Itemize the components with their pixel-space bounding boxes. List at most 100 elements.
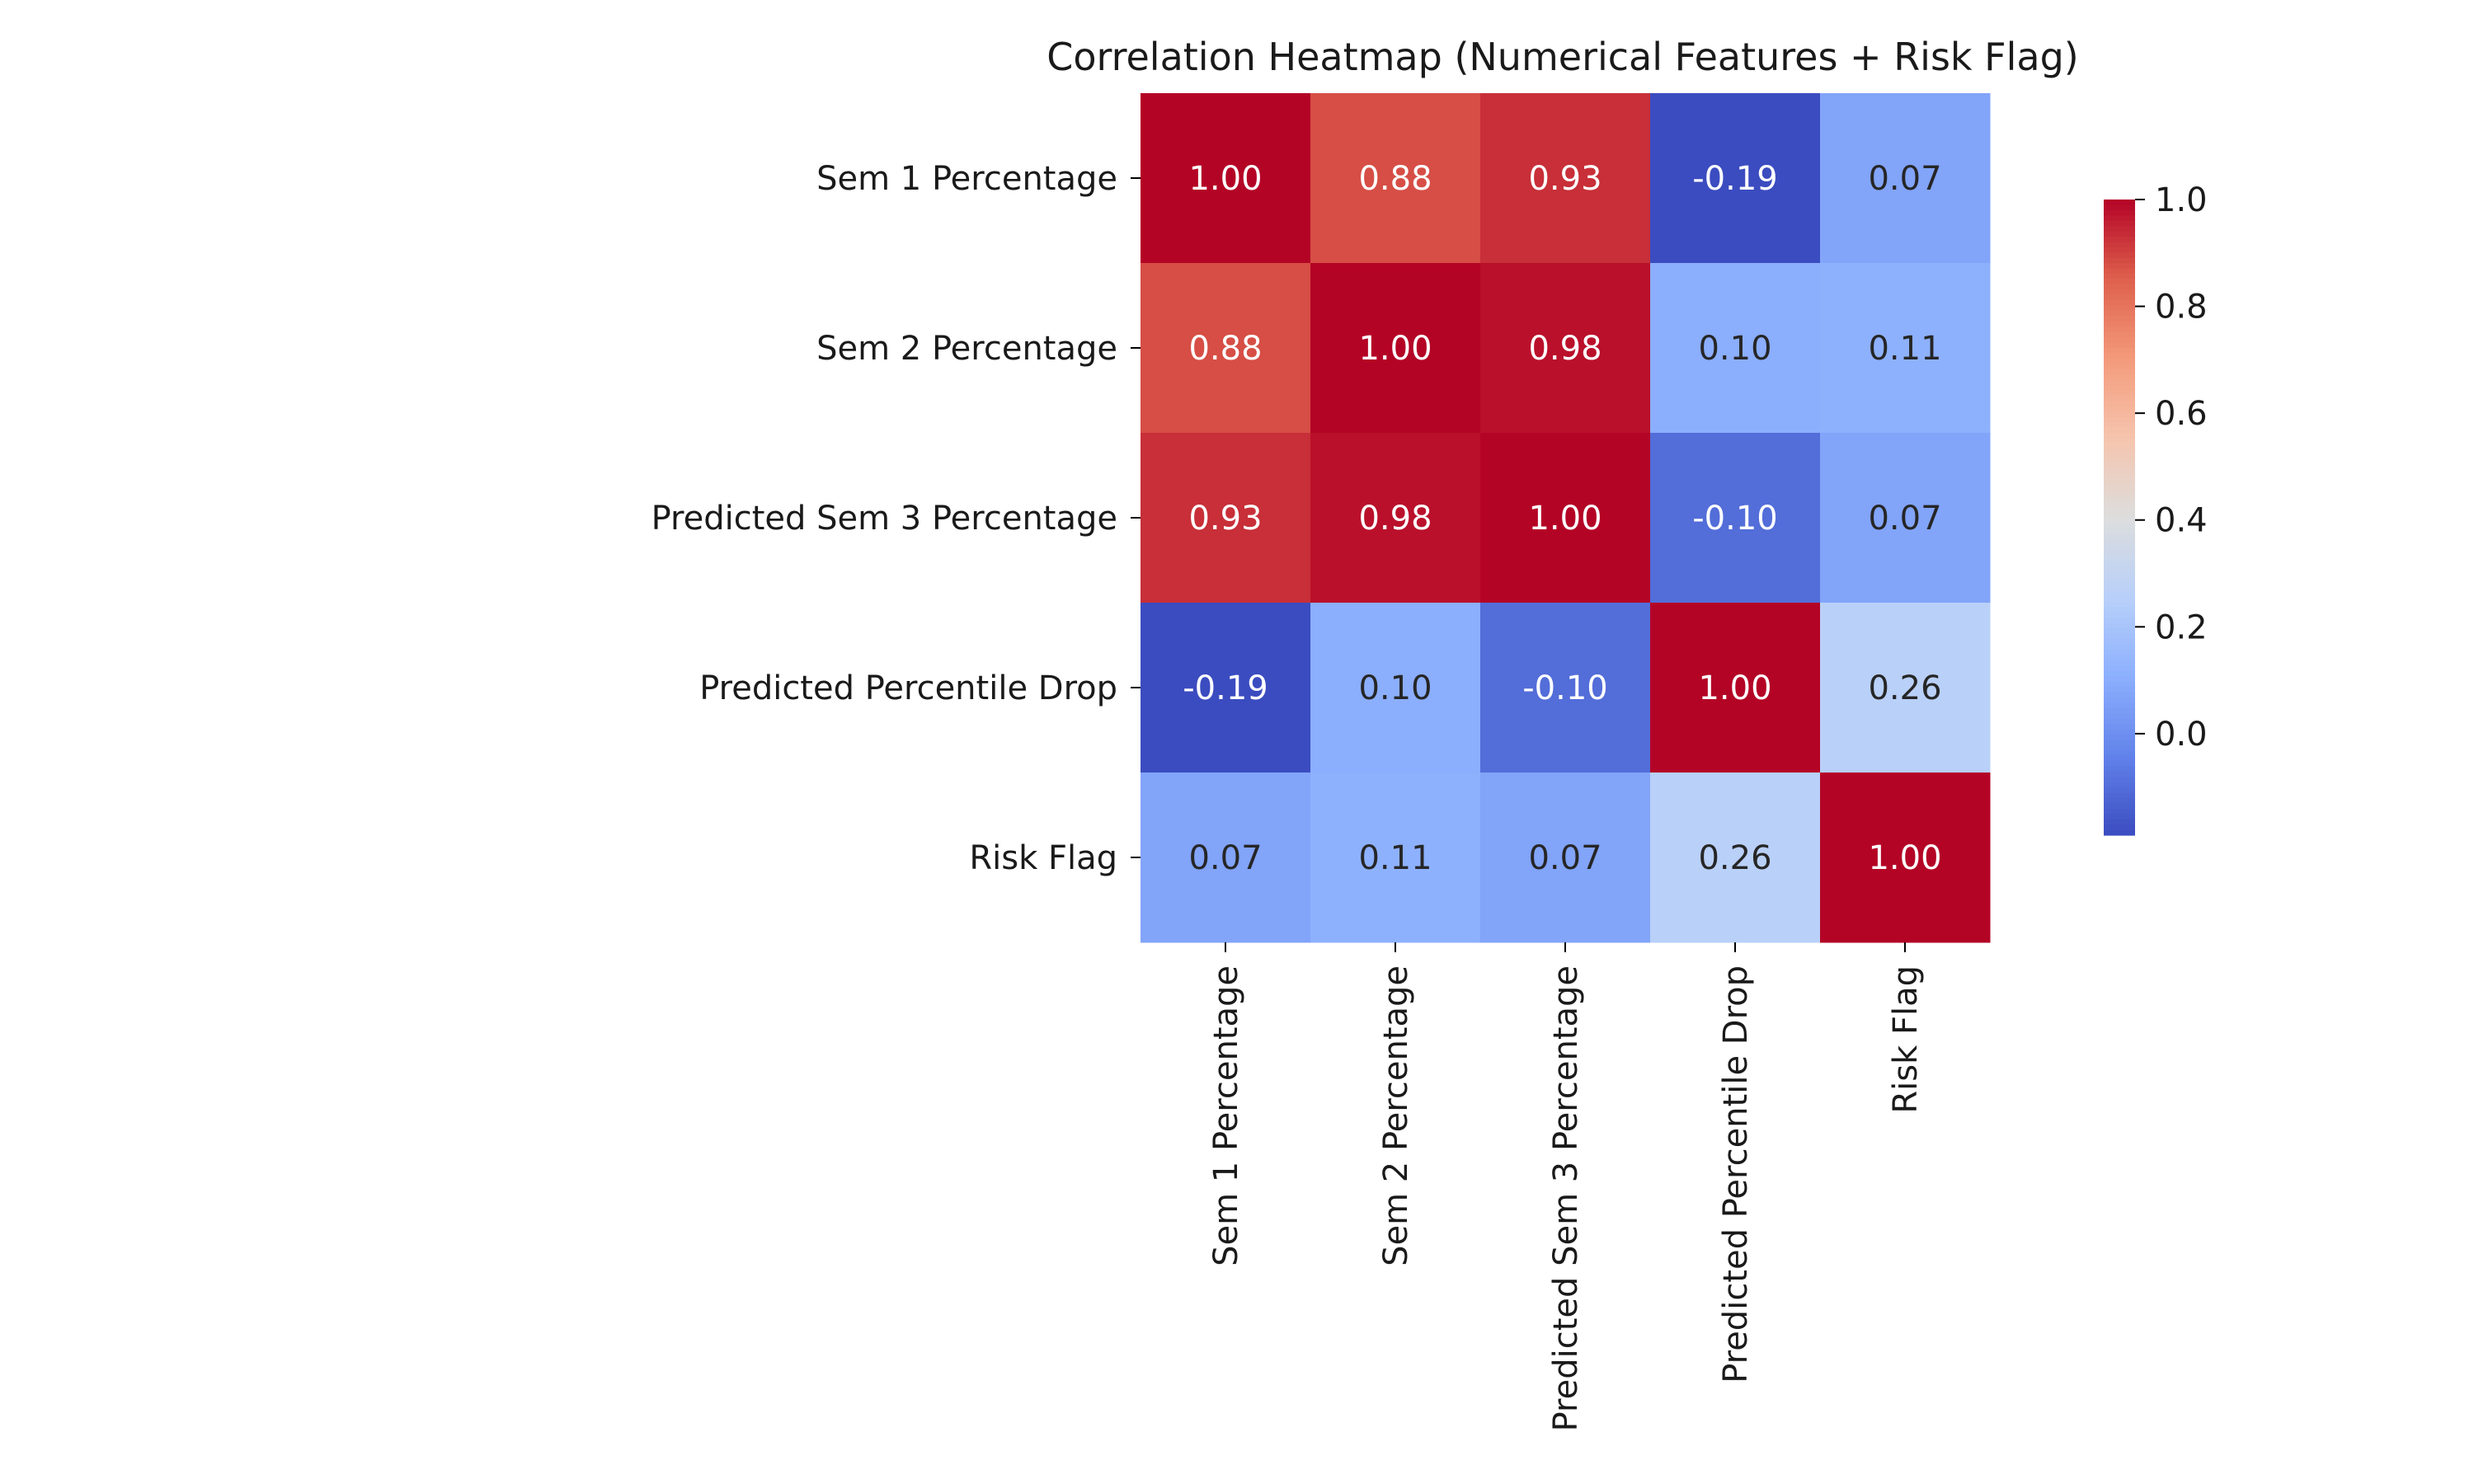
colorbar-segment bbox=[2104, 596, 2135, 603]
colorbar-segment bbox=[2104, 443, 2135, 449]
colorbar-segment bbox=[2104, 697, 2135, 703]
cell-value-label: -0.10 bbox=[1522, 669, 1608, 707]
colorbar-segment bbox=[2104, 491, 2135, 497]
colorbar-segment bbox=[2104, 438, 2135, 444]
colorbar-segment bbox=[2104, 782, 2135, 788]
cell-value-label: 0.11 bbox=[1358, 839, 1432, 877]
heatmap-cell bbox=[1310, 263, 1481, 434]
cell-value-label: 1.00 bbox=[1188, 160, 1262, 198]
colorbar-segment bbox=[2104, 814, 2135, 820]
colorbar-segment bbox=[2104, 575, 2135, 582]
colorbar-segment bbox=[2104, 369, 2135, 375]
colorbar-segment bbox=[2104, 607, 2135, 613]
cell-value-label: 0.07 bbox=[1528, 839, 1602, 877]
colorbar-segment bbox=[2104, 613, 2135, 619]
colorbar-segment bbox=[2104, 777, 2135, 783]
cell-value-label: 0.07 bbox=[1868, 160, 1941, 198]
heatmap-cell bbox=[1820, 773, 1991, 943]
colorbar-segment bbox=[2104, 464, 2135, 471]
cell-value-label: 1.00 bbox=[1358, 330, 1432, 368]
colorbar-segment bbox=[2104, 586, 2135, 593]
colorbar-segment bbox=[2104, 331, 2135, 338]
heatmap-cell bbox=[1480, 93, 1651, 264]
colorbar-segment bbox=[2104, 650, 2135, 656]
cell-value-label: 0.07 bbox=[1188, 839, 1262, 877]
colorbar-segment bbox=[2104, 744, 2135, 751]
colorbar-segment bbox=[2104, 263, 2135, 270]
colorbar-segment bbox=[2104, 670, 2135, 677]
colorbar-segment bbox=[2104, 819, 2135, 825]
colorbar-segment bbox=[2104, 268, 2135, 275]
cell-value-label: 0.26 bbox=[1698, 839, 1771, 877]
colorbar-segment bbox=[2104, 707, 2135, 714]
colorbar-segment bbox=[2104, 729, 2135, 735]
row-tick-label: Predicted Percentile Drop bbox=[699, 669, 1117, 707]
colorbar-segment bbox=[2104, 416, 2135, 423]
cell-value-label: 0.98 bbox=[1358, 500, 1432, 538]
cell-value-label: 0.88 bbox=[1358, 160, 1432, 198]
colorbar-segment bbox=[2104, 766, 2135, 773]
colorbar-tick-label: 0.6 bbox=[2155, 395, 2208, 433]
colorbar-segment bbox=[2104, 321, 2135, 327]
cell-value-label: 0.93 bbox=[1188, 500, 1262, 538]
colorbar-segment bbox=[2104, 289, 2135, 296]
heatmap-cell bbox=[1650, 93, 1821, 264]
cell-value-label: 0.93 bbox=[1528, 160, 1602, 198]
row-tick-labels: Sem 1 Percentage Sem 2 Percentage Predicte… bbox=[651, 160, 1141, 877]
heatmap-cell bbox=[1650, 433, 1821, 603]
colorbar-segment bbox=[2104, 326, 2135, 333]
colorbar-segment bbox=[2104, 406, 2135, 412]
heatmap-cell bbox=[1820, 263, 1991, 434]
heatmap-cell bbox=[1480, 603, 1651, 773]
colorbar-tick-label: 0.8 bbox=[2155, 289, 2208, 326]
heatmap-cell bbox=[1141, 433, 1311, 603]
colorbar-segment bbox=[2104, 829, 2135, 836]
colorbar-segment bbox=[2104, 761, 2135, 768]
colorbar-segment bbox=[2104, 358, 2135, 364]
heatmap-cell bbox=[1141, 773, 1311, 943]
colorbar-segment bbox=[2104, 374, 2135, 381]
heatmap-cell bbox=[1480, 433, 1651, 603]
heatmap-cell bbox=[1141, 263, 1311, 434]
colorbar-segment bbox=[2104, 692, 2135, 698]
cell-value-label: 0.11 bbox=[1868, 330, 1941, 368]
colorbar-segment bbox=[2104, 475, 2135, 481]
column-tick-label: Sem 2 Percentage bbox=[1377, 965, 1415, 1266]
colorbar-segment bbox=[2104, 284, 2135, 290]
colorbar-segment bbox=[2104, 501, 2135, 508]
colorbar-segment bbox=[2104, 480, 2135, 486]
colorbar-segment bbox=[2104, 401, 2135, 407]
colorbar-segment bbox=[2104, 559, 2135, 566]
column-tick-label: Predicted Percentile Drop bbox=[1717, 965, 1755, 1383]
row-tick-label: Risk Flag bbox=[969, 839, 1117, 877]
colorbar-segment bbox=[2104, 200, 2135, 206]
colorbar-segment bbox=[2104, 448, 2135, 454]
colorbar-segment bbox=[2104, 623, 2135, 630]
row-tick-label: Sem 2 Percentage bbox=[816, 330, 1117, 368]
colorbar-segment bbox=[2104, 740, 2135, 746]
colorbar-segment bbox=[2104, 469, 2135, 476]
colorbar-segment bbox=[2104, 798, 2135, 805]
heatmap-cell bbox=[1820, 433, 1991, 603]
colorbar-segment bbox=[2104, 432, 2135, 439]
colorbar-segment bbox=[2104, 310, 2135, 317]
colorbar-segment bbox=[2104, 242, 2135, 248]
colorbar-segment bbox=[2104, 220, 2135, 227]
colorbar-segment bbox=[2104, 702, 2135, 709]
colorbar-segment bbox=[2104, 342, 2135, 349]
colorbar-segment bbox=[2104, 384, 2135, 391]
colorbar-segment bbox=[2104, 533, 2135, 539]
column-tick-label: Risk Flag bbox=[1887, 965, 1925, 1114]
colorbar-segment bbox=[2104, 236, 2135, 242]
heatmap-cell bbox=[1480, 263, 1651, 434]
heatmap-cell bbox=[1650, 603, 1821, 773]
colorbar-segment bbox=[2104, 273, 2135, 279]
colorbar-segment bbox=[2104, 209, 2135, 216]
colorbar-segment bbox=[2104, 554, 2135, 561]
colorbar-segment bbox=[2104, 655, 2135, 661]
colorbar-segment bbox=[2104, 305, 2135, 312]
colorbar-segment bbox=[2104, 495, 2135, 502]
cell-value-label: 1.00 bbox=[1698, 669, 1771, 707]
colorbar-segment bbox=[2104, 713, 2135, 720]
column-tick-labels: Sem 1 Percentage Sem 2 Percentage Predicte… bbox=[1207, 942, 1925, 1431]
